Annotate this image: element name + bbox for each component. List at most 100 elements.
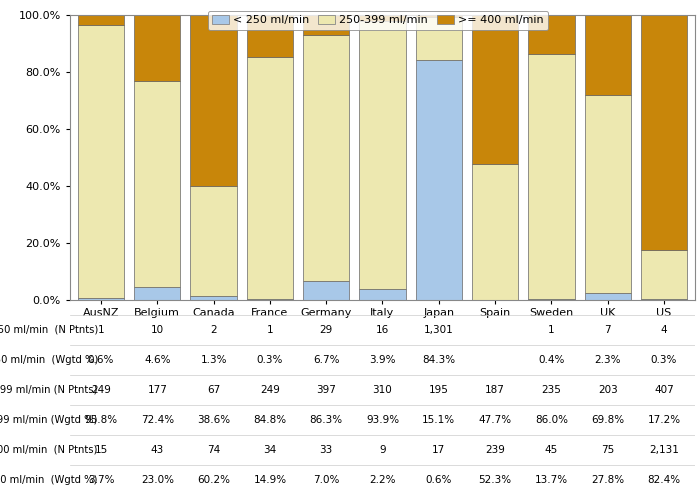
Text: 250-399 ml/min (N Ptnts): 250-399 ml/min (N Ptnts) [0, 385, 98, 395]
Text: 82.4%: 82.4% [648, 475, 680, 485]
Text: 14.9%: 14.9% [253, 475, 286, 485]
Text: 93.9%: 93.9% [366, 415, 399, 425]
Bar [247, 15, 293, 58]
Text: 23.0%: 23.0% [141, 475, 174, 485]
Bar [584, 16, 631, 94]
Text: 4: 4 [661, 325, 667, 335]
Text: 310: 310 [372, 385, 393, 395]
Bar [78, 26, 124, 298]
Text: 2.2%: 2.2% [370, 475, 395, 485]
Bar [416, 60, 462, 300]
Text: >= 400 ml/min  (Wgtd %): >= 400 ml/min (Wgtd %) [0, 475, 98, 485]
Text: 1: 1 [98, 325, 104, 335]
Text: 4.6%: 4.6% [144, 355, 171, 365]
Legend: < 250 ml/min, 250-399 ml/min, >= 400 ml/min: < 250 ml/min, 250-399 ml/min, >= 400 ml/… [208, 10, 548, 30]
Text: 38.6%: 38.6% [197, 415, 230, 425]
Bar [359, 15, 405, 22]
Text: 195: 195 [429, 385, 449, 395]
Text: 2.3%: 2.3% [594, 355, 621, 365]
Text: 47.7%: 47.7% [479, 415, 512, 425]
Text: 249: 249 [91, 385, 111, 395]
Bar [190, 14, 237, 186]
Text: >= 400 ml/min  (N Ptnts): >= 400 ml/min (N Ptnts) [0, 445, 98, 455]
Bar [247, 299, 293, 300]
Bar [641, 16, 687, 250]
Bar [303, 15, 349, 35]
Text: < 250 ml/min  (Wgtd %): < 250 ml/min (Wgtd %) [0, 355, 98, 365]
Text: 86.3%: 86.3% [309, 415, 343, 425]
Bar [416, 15, 462, 16]
Text: 17.2%: 17.2% [648, 415, 680, 425]
Bar [472, 15, 518, 164]
Text: 84.8%: 84.8% [253, 415, 286, 425]
Text: 397: 397 [316, 385, 336, 395]
Text: 1,301: 1,301 [424, 325, 454, 335]
Bar [416, 16, 462, 60]
Bar [472, 164, 518, 300]
Text: 67: 67 [207, 385, 220, 395]
Text: 2,131: 2,131 [649, 445, 679, 455]
Text: 27.8%: 27.8% [592, 475, 624, 485]
Text: 0.6%: 0.6% [426, 475, 452, 485]
Bar [528, 54, 575, 299]
Text: 43: 43 [150, 445, 164, 455]
Bar [247, 58, 293, 299]
Bar [641, 299, 687, 300]
Text: 7.0%: 7.0% [313, 475, 340, 485]
Text: 407: 407 [654, 385, 674, 395]
Text: 0.3%: 0.3% [257, 355, 283, 365]
Text: 52.3%: 52.3% [479, 475, 512, 485]
Text: 3.9%: 3.9% [370, 355, 395, 365]
Text: 75: 75 [601, 445, 615, 455]
Text: 13.7%: 13.7% [535, 475, 568, 485]
Text: 86.0%: 86.0% [535, 415, 568, 425]
Bar [134, 287, 181, 300]
Text: 74: 74 [207, 445, 220, 455]
Bar [359, 22, 405, 289]
Text: 95.8%: 95.8% [85, 415, 118, 425]
Text: 17: 17 [432, 445, 445, 455]
Bar [303, 35, 349, 281]
Text: 34: 34 [263, 445, 276, 455]
Bar [641, 250, 687, 299]
Text: 29: 29 [320, 325, 332, 335]
Text: 15: 15 [94, 445, 108, 455]
Text: 249: 249 [260, 385, 280, 395]
Text: 72.4%: 72.4% [141, 415, 174, 425]
Bar [359, 289, 405, 300]
Text: 235: 235 [542, 385, 561, 395]
Bar [78, 298, 124, 300]
Text: 69.8%: 69.8% [592, 415, 624, 425]
Bar [190, 296, 237, 300]
Text: 16: 16 [376, 325, 389, 335]
Text: 203: 203 [598, 385, 617, 395]
Bar [584, 94, 631, 294]
Text: 0.4%: 0.4% [538, 355, 565, 365]
Text: 0.3%: 0.3% [651, 355, 677, 365]
Text: 2: 2 [210, 325, 217, 335]
Bar [584, 294, 631, 300]
Text: 1.3%: 1.3% [200, 355, 227, 365]
Text: 3.7%: 3.7% [88, 475, 114, 485]
Bar [190, 186, 237, 296]
Bar [528, 14, 575, 54]
Text: 33: 33 [320, 445, 332, 455]
Text: 239: 239 [485, 445, 505, 455]
Text: 6.7%: 6.7% [313, 355, 340, 365]
Bar [134, 15, 181, 80]
Text: 45: 45 [545, 445, 558, 455]
Text: 15.1%: 15.1% [422, 415, 456, 425]
Text: 187: 187 [485, 385, 505, 395]
Bar [528, 299, 575, 300]
Text: 1: 1 [548, 325, 554, 335]
Bar [134, 80, 181, 287]
Text: 177: 177 [147, 385, 167, 395]
Text: 7: 7 [604, 325, 611, 335]
Text: 0.6%: 0.6% [88, 355, 114, 365]
Text: 60.2%: 60.2% [197, 475, 230, 485]
Text: 250-399 ml/min (Wgtd %): 250-399 ml/min (Wgtd %) [0, 415, 98, 425]
Text: 84.3%: 84.3% [422, 355, 456, 365]
Text: 9: 9 [379, 445, 386, 455]
Bar [78, 14, 124, 26]
Bar [303, 281, 349, 300]
